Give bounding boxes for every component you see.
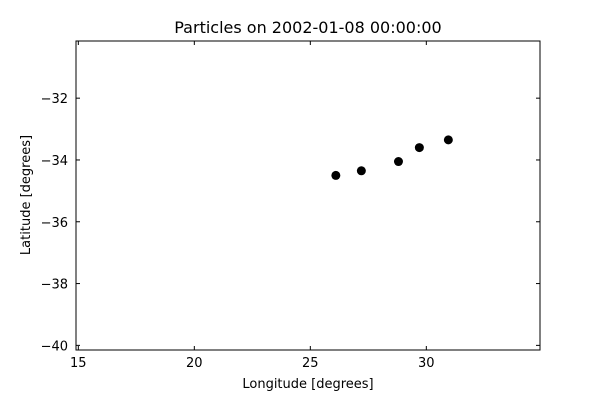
x-tick-label: 15: [70, 356, 87, 371]
y-axis-label: Latitude [degrees]: [19, 135, 34, 255]
y-tick-label: −32: [41, 92, 68, 107]
y-axis-ticks: −32 −34 −36 −38 −40: [41, 92, 540, 354]
data-point: [331, 170, 341, 180]
y-tick-label: −34: [41, 154, 68, 169]
x-axis-label: Longitude [degrees]: [242, 377, 373, 392]
data-point: [443, 135, 453, 145]
x-tick-label: 25: [302, 356, 319, 371]
y-tick-label: −40: [41, 339, 68, 354]
x-tick-label: 20: [186, 356, 203, 371]
chart-title: Particles on 2002-01-08 00:00:00: [174, 18, 441, 37]
data-point: [393, 157, 403, 167]
x-axis-ticks: 15 20 25 30: [70, 41, 435, 371]
y-tick-label: −36: [41, 216, 68, 231]
data-point: [356, 166, 366, 176]
y-tick-label: −38: [41, 278, 68, 293]
plot-area-frame: [75, 40, 541, 351]
x-tick-label: 30: [418, 356, 435, 371]
data-points: [331, 135, 453, 180]
data-point: [414, 143, 424, 153]
